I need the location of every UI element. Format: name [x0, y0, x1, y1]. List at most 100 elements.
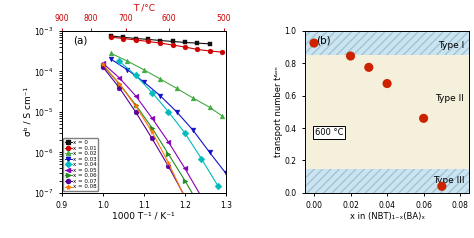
Bar [305, 55, 469, 169]
Y-axis label: transport number tᴬᵒⁿ: transport number tᴬᵒⁿ [274, 66, 283, 157]
x = 0.07 [133, 110, 138, 113]
X-axis label: 1000 T⁻¹ / K⁻¹: 1000 T⁻¹ / K⁻¹ [112, 212, 175, 220]
x = 0.06 [133, 103, 138, 106]
x = 0.03 [207, 151, 212, 154]
x = 0.05 [149, 117, 155, 119]
x = 0.08 [116, 82, 122, 85]
x = 0.01 [157, 42, 163, 45]
x = 0 [170, 40, 175, 43]
Line: x = 0.05: x = 0.05 [100, 61, 220, 228]
x = 0.02 [219, 114, 225, 117]
Point [365, 65, 373, 69]
X-axis label: x in (NBT)₁₋ₓ(BA)ₓ: x in (NBT)₁₋ₓ(BA)ₓ [349, 212, 425, 220]
x = 0.03 [174, 110, 180, 113]
x = 0.01 [108, 36, 114, 39]
x = 0.08 [100, 63, 106, 66]
Line: x = 0.08: x = 0.08 [100, 62, 187, 200]
x = 0 [120, 36, 126, 39]
x = 0.04 [133, 74, 138, 77]
x = 0 [133, 37, 138, 40]
Text: (b): (b) [316, 36, 331, 46]
x = 0.03 [108, 58, 114, 61]
x = 0.03 [223, 172, 229, 175]
x = 0.06 [215, 236, 220, 238]
x = 0.01 [207, 50, 212, 52]
x = 0.04 [199, 157, 204, 160]
x = 0.05 [165, 141, 171, 144]
Line: x = 0.01: x = 0.01 [109, 35, 224, 55]
x = 0.06 [165, 153, 171, 156]
x = 0 [207, 42, 212, 45]
Bar [305, 31, 469, 55]
x = 0.01 [145, 40, 151, 43]
X-axis label: T /°C: T /°C [133, 4, 155, 13]
x = 0.07 [165, 165, 171, 168]
x = 0.03 [125, 68, 130, 71]
x = 0.08 [165, 161, 171, 164]
Bar [305, 31, 469, 55]
Line: x = 0.02: x = 0.02 [109, 51, 224, 118]
Text: 600 °C: 600 °C [315, 128, 343, 137]
x = 0.04 [215, 184, 220, 187]
x = 0.02 [174, 87, 180, 90]
x = 0.06 [100, 64, 106, 67]
Point [383, 82, 391, 85]
x = 0.01 [170, 44, 175, 46]
x = 0 [108, 35, 114, 37]
x = 0.02 [157, 78, 163, 80]
Point [347, 54, 355, 58]
Legend: x = 0, x = 0.01, x = 0.02, x = 0.03, x = 0.04, x = 0.05, x = 0.06, x = 0.07, x =: x = 0, x = 0.01, x = 0.02, x = 0.03, x =… [64, 138, 98, 191]
x = 0.03 [190, 129, 196, 132]
Line: x = 0.06: x = 0.06 [100, 63, 220, 238]
Line: x = 0.07: x = 0.07 [100, 64, 228, 238]
x = 0.08 [133, 104, 138, 107]
x = 0.05 [199, 195, 204, 198]
Line: x = 0.04: x = 0.04 [117, 59, 220, 188]
x = 0.01 [219, 51, 225, 54]
x = 0.05 [182, 167, 188, 170]
x = 0.04 [116, 60, 122, 63]
x = 0.03 [141, 80, 146, 83]
x = 0.05 [215, 225, 220, 228]
Y-axis label: σᵇ / S cm⁻¹: σᵇ / S cm⁻¹ [24, 87, 33, 136]
x = 0.06 [149, 127, 155, 129]
x = 0.05 [116, 76, 122, 79]
Bar [305, 169, 469, 193]
x = 0.08 [182, 196, 188, 199]
x = 0.08 [149, 130, 155, 133]
Point [438, 184, 446, 188]
Point [310, 41, 318, 45]
x = 0.07 [149, 137, 155, 140]
x = 0.03 [157, 94, 163, 97]
x = 0.07 [100, 65, 106, 68]
x = 0 [182, 41, 188, 44]
x = 0.02 [125, 60, 130, 63]
Text: Type III: Type III [433, 176, 465, 185]
Text: Type I: Type I [438, 41, 465, 50]
x = 0.02 [141, 68, 146, 71]
Bar [305, 169, 469, 193]
x = 0.07 [199, 227, 204, 230]
Text: Type II: Type II [436, 94, 465, 104]
Point [420, 116, 428, 120]
x = 0.06 [199, 208, 204, 210]
Line: x = 0.03: x = 0.03 [109, 57, 228, 176]
x = 0.05 [100, 62, 106, 64]
x = 0.06 [182, 179, 188, 182]
Line: x = 0: x = 0 [109, 34, 212, 46]
x = 0.02 [108, 52, 114, 55]
x = 0.04 [149, 91, 155, 94]
x = 0.07 [182, 195, 188, 198]
x = 0 [194, 42, 200, 45]
x = 0.01 [120, 37, 126, 40]
x = 0.02 [190, 97, 196, 99]
x = 0 [157, 39, 163, 42]
x = 0.05 [133, 94, 138, 97]
x = 0.06 [116, 82, 122, 85]
Text: (a): (a) [73, 36, 88, 46]
x = 0.01 [194, 48, 200, 51]
x = 0.04 [182, 132, 188, 134]
x = 0.04 [165, 110, 171, 113]
x = 0.07 [116, 86, 122, 89]
x = 0 [145, 38, 151, 41]
